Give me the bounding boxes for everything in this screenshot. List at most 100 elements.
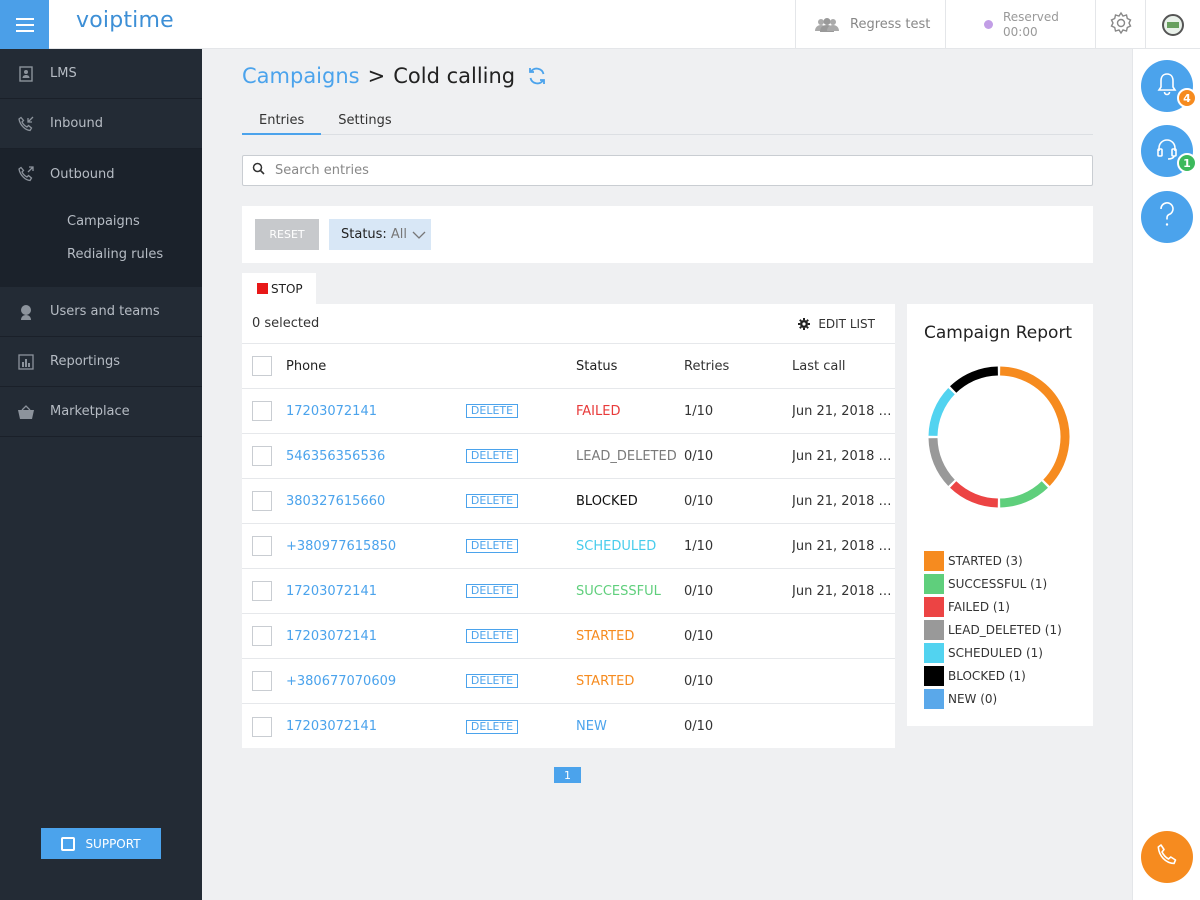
row-checkbox[interactable]: [252, 491, 272, 511]
agent-button[interactable]: 1: [1141, 125, 1197, 177]
delete-button[interactable]: DELETE: [466, 584, 518, 598]
table-row[interactable]: 17203072141 DELETE FAILED 1/10 Jun 21, 2018 …: [242, 389, 895, 434]
settings-button[interactable]: [1095, 0, 1145, 49]
phone-link[interactable]: +380677070609: [286, 673, 397, 689]
donut-slice-blocked[interactable]: [950, 366, 999, 393]
row-checkbox[interactable]: [252, 446, 272, 466]
basket-icon: [18, 404, 34, 420]
status-filter-value: All: [390, 227, 407, 242]
search-input[interactable]: [275, 163, 1055, 178]
delete-button[interactable]: DELETE: [466, 404, 518, 418]
gear-icon: [798, 317, 811, 330]
reset-button[interactable]: RESET: [255, 219, 319, 250]
breadcrumb-campaigns-link[interactable]: Campaigns: [242, 64, 360, 88]
retries-value: 0/10: [684, 628, 714, 644]
phone-link[interactable]: 546356356536: [286, 448, 386, 464]
row-checkbox[interactable]: [252, 716, 272, 737]
row-checkbox[interactable]: [252, 536, 272, 556]
status-dot-icon: [984, 20, 993, 29]
sidebar-item-marketplace[interactable]: Marketplace: [0, 387, 202, 437]
table-row[interactable]: 380327615660 DELETE BLOCKED 0/10 Jun 21, 201…: [242, 479, 895, 524]
tab-settings[interactable]: Settings: [338, 113, 392, 128]
selected-count: 0 selected: [252, 316, 320, 331]
table-row[interactable]: 17203072141 DELETE NEW 0/10: [242, 704, 895, 749]
outbound-submenu: Campaigns Redialing rules: [0, 199, 202, 287]
question-icon: [1159, 202, 1175, 232]
donut-slice-successful[interactable]: [999, 481, 1048, 508]
tab-entries[interactable]: Entries: [242, 110, 322, 135]
team-selector[interactable]: Regress test: [795, 0, 945, 49]
delete-button[interactable]: DELETE: [466, 674, 518, 688]
app-logo[interactable]: voiptime: [76, 8, 174, 33]
dialer-button[interactable]: [1141, 831, 1193, 883]
stop-campaign-button[interactable]: STOP: [242, 273, 316, 304]
sidebar-item-inbound[interactable]: Inbound: [0, 99, 202, 149]
phone-link[interactable]: 17203072141: [286, 583, 377, 599]
sidebar-item-lms[interactable]: LMS: [0, 49, 202, 99]
phone-link[interactable]: 17203072141: [286, 719, 377, 734]
sidebar-subitem-campaigns[interactable]: Campaigns: [67, 214, 140, 229]
lms-icon: [18, 65, 34, 82]
search-icon: [252, 162, 265, 179]
entries-table: 0 selected EDIT LIST Phone Status Retrie…: [242, 304, 895, 748]
status-filter-dropdown[interactable]: Status: All: [329, 219, 431, 250]
hamburger-menu-button[interactable]: [0, 0, 49, 49]
table-row[interactable]: +380677070609 DELETE STARTED 0/10: [242, 659, 895, 704]
donut-slice-started[interactable]: [999, 366, 1070, 486]
help-button[interactable]: [1141, 191, 1193, 243]
retries-value: 1/10: [684, 403, 714, 419]
sidebar-item-label: Users and teams: [50, 304, 160, 319]
row-checkbox[interactable]: [252, 401, 272, 421]
breadcrumb-separator: >: [367, 64, 386, 88]
sidebar-item-label: Outbound: [50, 166, 115, 182]
donut-slice-scheduled[interactable]: [928, 388, 955, 437]
table-row[interactable]: 17203072141 DELETE SUCCESSFUL 0/10 Jun 21, 2…: [242, 569, 895, 614]
row-checkbox[interactable]: [252, 581, 272, 601]
refresh-button[interactable]: [527, 66, 547, 86]
delete-button[interactable]: DELETE: [466, 719, 518, 734]
donut-slice-failed[interactable]: [950, 481, 999, 508]
sidebar-item-users-and-teams[interactable]: Users and teams: [0, 287, 202, 337]
sidebar-item-outbound[interactable]: Outbound: [0, 149, 202, 199]
support-button[interactable]: SUPPORT: [41, 828, 161, 859]
legend-swatch: [924, 596, 944, 617]
legend-label: FAILED (1): [948, 599, 1010, 614]
phone-link[interactable]: +380977615850: [286, 538, 397, 554]
pagination-page-1[interactable]: 1: [554, 767, 581, 783]
legend-item: NEW (0): [924, 687, 1062, 710]
delete-button[interactable]: DELETE: [466, 494, 518, 508]
column-header-status[interactable]: Status: [576, 358, 618, 374]
column-header-retries[interactable]: Retries: [684, 358, 730, 374]
table-row[interactable]: 546356356536 DELETE LEAD_DELETED 0/10 Jun 21…: [242, 434, 895, 479]
status-timer: 00:00: [1003, 24, 1038, 39]
phone-link[interactable]: 17203072141: [286, 403, 377, 419]
delete-button[interactable]: DELETE: [466, 629, 518, 643]
user-menu[interactable]: [1145, 0, 1200, 49]
agent-status[interactable]: Reserved 00:00: [945, 0, 1095, 49]
row-checkbox[interactable]: [252, 671, 272, 691]
legend-swatch: [924, 665, 944, 686]
status-value: SUCCESSFUL: [576, 583, 661, 599]
edit-list-button[interactable]: EDIT LIST: [798, 317, 875, 331]
team-icon: [814, 17, 840, 32]
donut-slice-lead-deleted[interactable]: [928, 437, 955, 486]
phone-link[interactable]: 380327615660: [286, 493, 386, 509]
legend-swatch: [924, 619, 944, 640]
status-value: BLOCKED: [576, 493, 638, 509]
row-checkbox[interactable]: [252, 626, 272, 646]
delete-button[interactable]: DELETE: [466, 449, 518, 463]
status-value: STARTED: [576, 628, 635, 644]
sidebar-item-reportings[interactable]: Reportings: [0, 337, 202, 387]
phone-link[interactable]: 17203072141: [286, 628, 377, 644]
table-row[interactable]: +380977615850 DELETE SCHEDULED 1/10 Jun 21, …: [242, 524, 895, 569]
sidebar-item-label: LMS: [50, 66, 77, 81]
legend-label: NEW (0): [948, 691, 998, 706]
notifications-button[interactable]: 4: [1141, 60, 1197, 112]
select-all-checkbox[interactable]: [252, 356, 272, 376]
column-header-phone[interactable]: Phone: [286, 358, 327, 374]
column-header-last-call[interactable]: Last call: [792, 358, 846, 374]
table-row[interactable]: 17203072141 DELETE STARTED 0/10: [242, 614, 895, 659]
sidebar-subitem-redialing-rules[interactable]: Redialing rules: [67, 247, 164, 262]
retries-value: 0/10: [684, 583, 714, 599]
delete-button[interactable]: DELETE: [466, 539, 518, 553]
